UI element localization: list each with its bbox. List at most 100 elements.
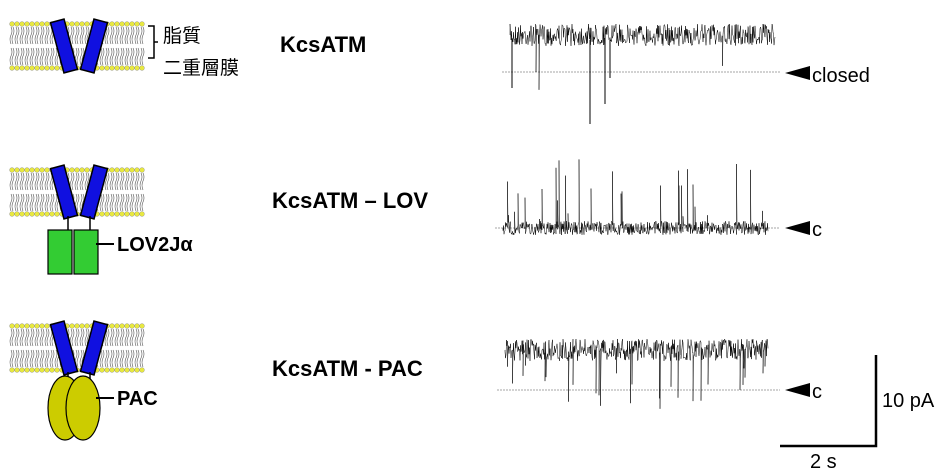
construct-name: KcsATM <box>280 32 366 57</box>
lipid-head <box>9 21 15 27</box>
lipid-head <box>104 65 110 71</box>
lipid-tail <box>34 172 40 212</box>
lipid-tail <box>124 172 130 212</box>
lipid-head <box>19 65 25 71</box>
lipid-head <box>24 211 30 217</box>
lipid-tail <box>24 328 30 368</box>
lipid-tail <box>69 328 75 368</box>
lipid-tail <box>104 26 110 66</box>
lipid-tail <box>74 172 80 212</box>
state-label: c <box>812 219 822 241</box>
lipid-tail <box>34 328 40 368</box>
lipid-head <box>34 323 40 329</box>
lipid-tail <box>49 328 55 368</box>
lipid-head <box>99 367 105 373</box>
lipid-bilayer <box>9 167 145 217</box>
lipid-tail <box>49 26 55 66</box>
lipid-head <box>14 323 20 329</box>
lipid-head <box>134 367 140 373</box>
lipid-head <box>49 367 55 373</box>
current-traces <box>495 23 780 409</box>
membrane-label: 二重層膜 <box>163 57 239 79</box>
lipid-tail <box>139 328 145 368</box>
helix <box>49 320 79 376</box>
lipid-head <box>14 167 20 173</box>
lipid-tail <box>104 328 110 368</box>
lipid-head <box>14 21 20 27</box>
lipid-head <box>119 167 125 173</box>
lipid-head <box>44 65 50 71</box>
lipid-tail <box>19 328 25 368</box>
lipid-head <box>79 167 85 173</box>
lipid-tail <box>114 328 120 368</box>
linker <box>67 216 91 384</box>
construct-name: KcsATM - PAC <box>272 356 423 381</box>
lipid-tail <box>119 26 125 66</box>
lipid-head <box>129 211 135 217</box>
lipid-head <box>139 21 145 27</box>
lipid-tail <box>49 172 55 212</box>
lipid-head <box>134 211 140 217</box>
lipid-tail <box>109 172 115 212</box>
lipid-tail <box>14 328 20 368</box>
lipid-head <box>139 367 145 373</box>
lipid-head <box>39 323 45 329</box>
lipid-head <box>14 65 20 71</box>
lipid-head <box>39 211 45 217</box>
lipid-tail <box>9 26 15 66</box>
bracket <box>148 25 158 59</box>
lipid-head <box>129 367 135 373</box>
lipid-tail <box>109 328 115 368</box>
lipid-tail <box>69 26 75 66</box>
lipid-head <box>9 167 15 173</box>
helix <box>79 320 109 376</box>
lipid-tail <box>19 26 25 66</box>
arrowhead <box>785 66 810 80</box>
lipid-head <box>69 167 75 173</box>
lipid-tail <box>134 26 140 66</box>
lipid-head <box>54 367 60 373</box>
lipid-head <box>124 323 130 329</box>
helix <box>49 164 79 220</box>
lipid-tail <box>84 328 90 368</box>
lipid-head <box>49 65 55 71</box>
lipid-head <box>69 21 75 27</box>
pac-domain <box>65 375 101 441</box>
scale-bar <box>780 355 878 448</box>
lipid-tail <box>114 26 120 66</box>
lipid-head <box>104 367 110 373</box>
lipid-head <box>9 367 15 373</box>
lipid-tail <box>24 172 30 212</box>
lipid-head <box>109 211 115 217</box>
lipid-head <box>79 323 85 329</box>
lipid-head <box>74 21 80 27</box>
lipid-head <box>74 323 80 329</box>
lipid-head <box>119 211 125 217</box>
lipid-head <box>109 65 115 71</box>
lipid-tail <box>44 172 50 212</box>
lipid-head <box>39 65 45 71</box>
lipid-head <box>129 21 135 27</box>
state-label: closed <box>812 65 870 87</box>
domain-label: LOV2Jα <box>117 234 193 256</box>
lipid-head <box>44 323 50 329</box>
lipid-head <box>124 167 130 173</box>
lipid-tail <box>119 328 125 368</box>
lipid-head <box>9 211 15 217</box>
lipid-head <box>44 21 50 27</box>
lipid-tail <box>14 26 20 66</box>
lipid-head <box>44 167 50 173</box>
lov-domain <box>47 229 73 275</box>
lipid-head <box>119 367 125 373</box>
lipid-head <box>114 65 120 71</box>
lipid-head <box>24 167 30 173</box>
lipid-tail <box>39 328 45 368</box>
lipid-head <box>134 21 140 27</box>
lipid-head <box>124 65 130 71</box>
lipid-head <box>19 367 25 373</box>
lipid-head <box>109 167 115 173</box>
lipid-head <box>19 21 25 27</box>
lipid-tail <box>124 26 130 66</box>
lipid-tail <box>44 26 50 66</box>
lipid-head <box>24 21 30 27</box>
